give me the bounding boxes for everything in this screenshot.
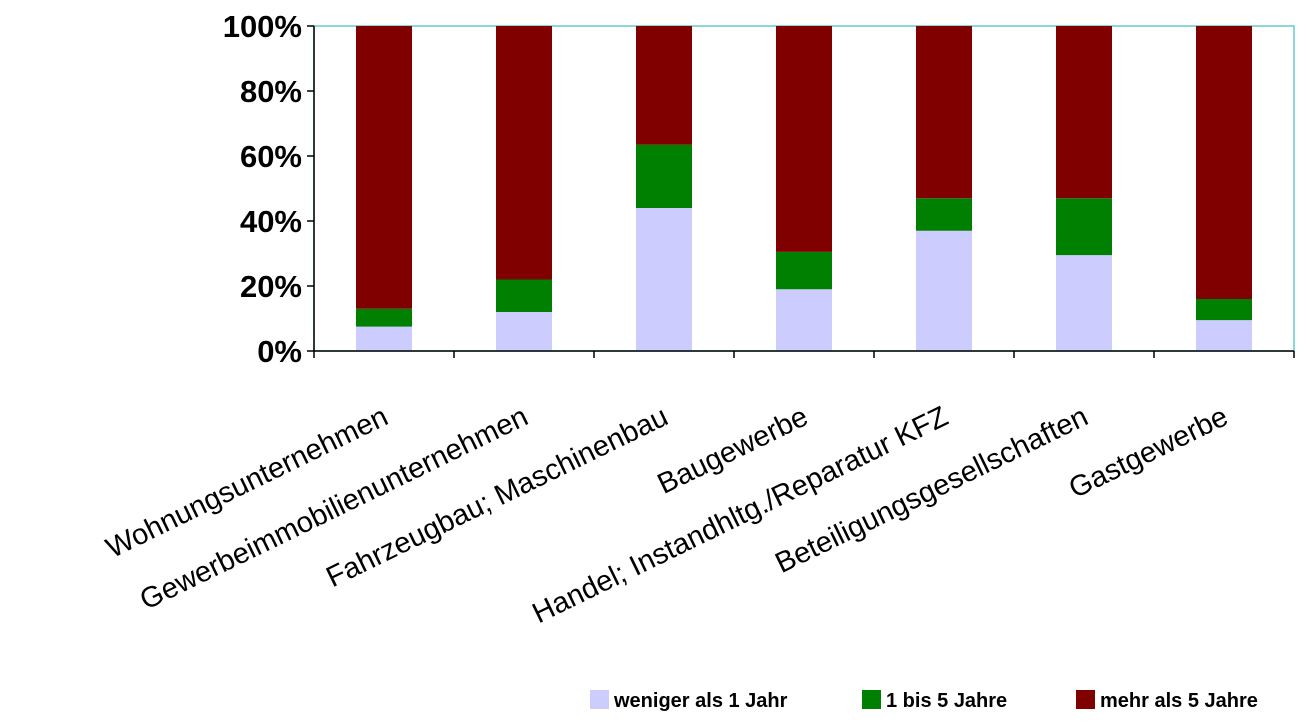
y-tick-label: 40%: [240, 204, 302, 239]
y-tick-label: 80%: [240, 74, 302, 109]
bar-segment-6-series-3: [1056, 26, 1112, 199]
bar-segment-5-series-1: [916, 230, 972, 351]
y-axis: 0% 20% 40% 60% 80% 100%: [223, 9, 315, 369]
bar-segment-1-series-2: [356, 308, 412, 327]
bar-segment-2-series-3: [496, 26, 552, 280]
legend-swatch-1: [590, 690, 609, 709]
x-axis: WohnungsunternehmenGewerbeimmobilienunte…: [101, 350, 1295, 630]
y-tick-label: 100%: [223, 9, 302, 44]
bar-segment-7-series-1: [1196, 320, 1252, 351]
bar-segment-2-series-1: [496, 312, 552, 351]
bar-segment-3-series-2: [636, 144, 692, 208]
y-tick-label: 60%: [240, 139, 302, 174]
plot-area: [313, 25, 1295, 352]
bar-segment-3-series-1: [636, 208, 692, 351]
legend-label-1: weniger als 1 Jahr: [613, 690, 788, 712]
legend-swatch-3: [1076, 690, 1095, 709]
bar-segment-5-series-3: [916, 26, 972, 199]
bar-segment-1-series-3: [356, 26, 412, 309]
bar-segment-5-series-2: [916, 198, 972, 231]
bar-segment-1-series-1: [356, 326, 412, 351]
bar-segment-7-series-3: [1196, 26, 1252, 299]
bar-segment-2-series-2: [496, 279, 552, 312]
bar-segment-4-series-1: [776, 289, 832, 351]
bar-segment-3-series-3: [636, 26, 692, 145]
bar-segment-4-series-3: [776, 26, 832, 252]
x-category-label: Gastgewerbe: [1064, 401, 1233, 505]
legend: weniger als 1 Jahr 1 bis 5 Jahre mehr als …: [590, 690, 1258, 712]
legend-label-3: mehr als 5 Jahre: [1100, 690, 1258, 712]
legend-label-2: 1 bis 5 Jahre: [886, 690, 1007, 712]
legend-swatch-2: [862, 690, 881, 709]
bar-segment-7-series-2: [1196, 299, 1252, 321]
y-tick-label: 20%: [240, 269, 302, 304]
y-tick-label: 0%: [257, 334, 302, 369]
bar-segment-6-series-1: [1056, 255, 1112, 351]
bar-segment-6-series-2: [1056, 198, 1112, 256]
bar-segment-4-series-2: [776, 251, 832, 290]
